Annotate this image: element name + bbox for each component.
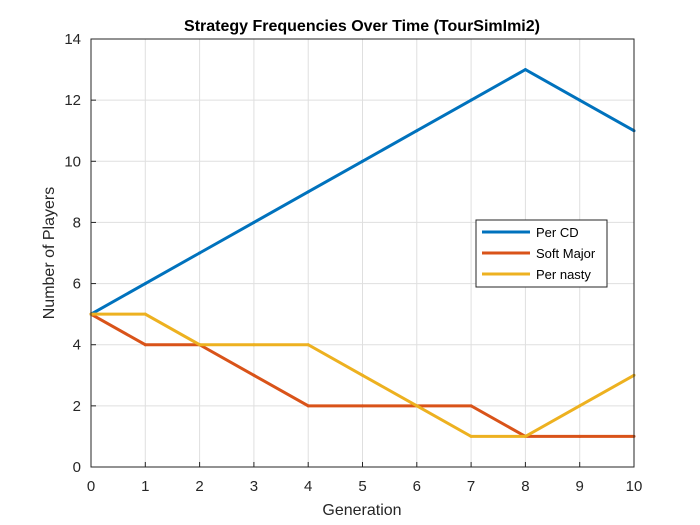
- y-tick-label: 6: [73, 276, 81, 293]
- data-point-per-nasty: [361, 373, 364, 377]
- data-point-soft-major: [361, 404, 364, 408]
- y-tick-label: 12: [64, 92, 81, 109]
- x-tick-label: 8: [521, 478, 529, 495]
- y-tick-label: 8: [73, 214, 81, 231]
- x-tick-label: 0: [87, 478, 95, 495]
- x-tick-label: 2: [195, 478, 203, 495]
- data-point-per-nasty: [198, 343, 202, 347]
- data-point-per-cd: [415, 129, 419, 133]
- data-point-per-cd: [578, 98, 582, 102]
- data-point-per-nasty: [143, 312, 147, 316]
- x-tick-label: 4: [304, 478, 312, 495]
- y-axis-label: Number of Players: [41, 187, 58, 320]
- legend-label-per-nasty: Per nasty: [536, 267, 591, 282]
- data-point-per-cd: [252, 220, 256, 224]
- data-point-per-nasty: [415, 404, 419, 408]
- x-tick-label: 3: [250, 478, 258, 495]
- legend-label-per-cd: Per CD: [536, 225, 579, 240]
- y-tick-label: 4: [73, 337, 81, 354]
- y-tick-label: 0: [73, 459, 81, 476]
- x-tick-label: 6: [413, 478, 421, 495]
- data-point-per-nasty: [469, 434, 473, 438]
- x-tick-label: 5: [358, 478, 366, 495]
- x-axis-label: Generation: [322, 502, 401, 519]
- x-tick-label: 9: [576, 478, 584, 495]
- data-point-per-cd: [469, 98, 473, 102]
- data-point-per-cd: [523, 68, 527, 72]
- data-point-per-cd: [143, 282, 147, 286]
- data-point-soft-major: [578, 434, 582, 438]
- data-point-soft-major: [306, 404, 310, 408]
- legend: Per CD Soft Major Per nasty: [475, 219, 608, 288]
- data-point-per-cd: [198, 251, 202, 255]
- data-point-per-cd: [361, 159, 364, 163]
- data-point-per-nasty: [252, 343, 256, 347]
- x-tick-label: 10: [626, 478, 643, 495]
- y-tick-label: 2: [73, 398, 81, 415]
- data-point-per-nasty: [306, 343, 310, 347]
- data-point-per-nasty: [523, 434, 527, 438]
- data-point-per-cd: [306, 190, 310, 194]
- x-tick-label: 1: [141, 478, 149, 495]
- data-point-soft-major: [143, 343, 147, 347]
- data-point-per-nasty: [578, 404, 582, 408]
- chart-title: Strategy Frequencies Over Time (TourSimI…: [184, 18, 540, 35]
- data-point-soft-major: [469, 404, 473, 408]
- y-tick-label: 14: [64, 31, 81, 48]
- y-tick-label: 10: [64, 153, 81, 170]
- data-point-soft-major: [252, 373, 256, 377]
- legend-label-soft-major: Soft Major: [536, 246, 596, 261]
- x-tick-label: 7: [467, 478, 475, 495]
- series-layer: [89, 67, 636, 438]
